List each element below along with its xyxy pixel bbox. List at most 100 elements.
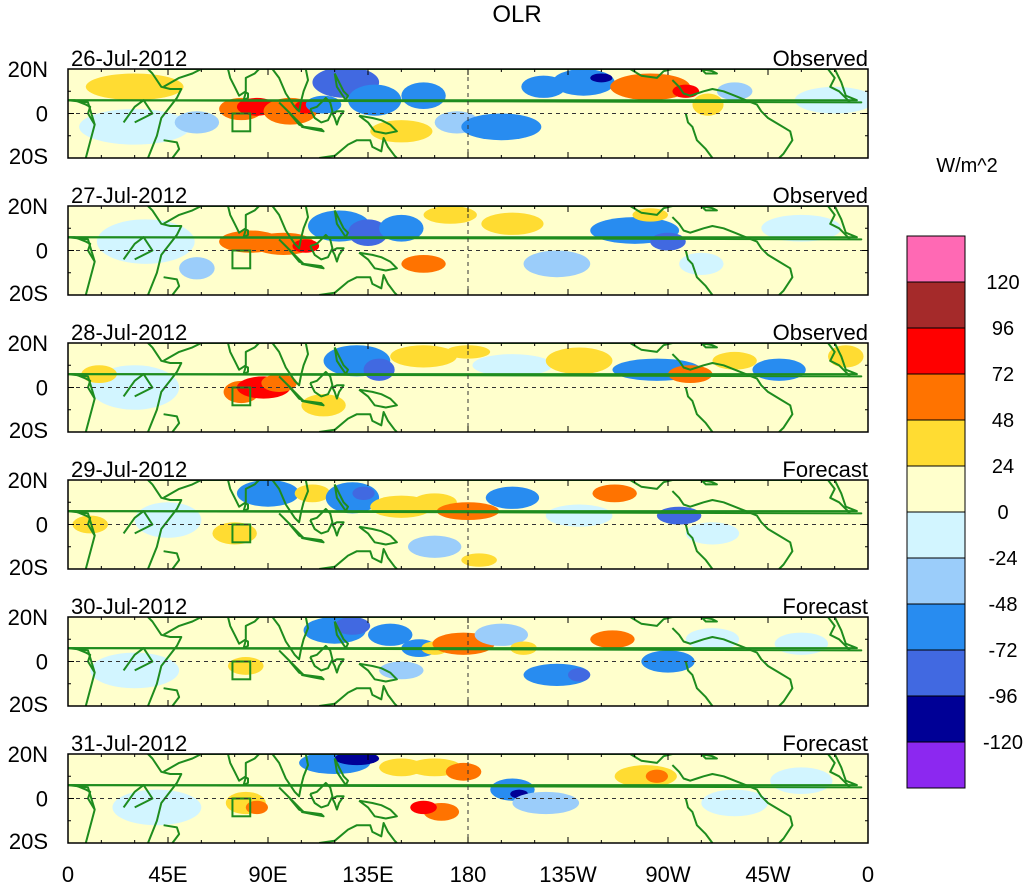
olr-anomaly-cell xyxy=(474,623,528,646)
coastline xyxy=(68,373,96,400)
coastline xyxy=(671,216,794,295)
y-tick-label: 0 xyxy=(36,239,48,264)
olr-anomaly-cell xyxy=(685,628,740,651)
x-tick-label: 0 xyxy=(62,862,74,887)
olr-anomaly-cell xyxy=(212,522,257,545)
olr-anomaly-cell xyxy=(552,69,615,96)
coastline xyxy=(629,343,673,353)
coastline xyxy=(68,510,96,537)
olr-anomaly-cell xyxy=(370,120,433,143)
y-tick-label: 0 xyxy=(36,102,48,127)
coastline xyxy=(700,754,718,760)
coastline xyxy=(301,399,325,407)
coastline xyxy=(684,387,714,432)
coastline xyxy=(671,490,794,569)
panel-status: Forecast xyxy=(782,731,868,756)
coastline xyxy=(163,343,202,362)
olr-anomaly-cell xyxy=(523,250,591,278)
reference-box xyxy=(231,112,252,133)
colorbar-swatch xyxy=(906,603,966,651)
olr-anomaly-cell xyxy=(174,111,220,134)
olr-anomaly-cell xyxy=(179,257,215,280)
olr-anomaly-cell xyxy=(461,113,542,141)
y-tick-label: 20N xyxy=(8,57,48,82)
coastline xyxy=(301,262,325,270)
coastline xyxy=(629,754,673,764)
coastline xyxy=(309,781,334,809)
colorbar-label: 24 xyxy=(992,456,1014,478)
colorbar-swatch xyxy=(906,695,966,743)
olr-anomaly-cell xyxy=(828,345,864,368)
olr-anomaly-cell xyxy=(645,769,669,783)
colorbar-swatch xyxy=(906,649,966,697)
y-tick-label: 20N xyxy=(8,194,48,219)
figure-title: OLR xyxy=(492,1,541,28)
panel-status: Observed xyxy=(773,320,868,345)
colorbar-swatch xyxy=(906,327,966,375)
coastline xyxy=(163,617,202,636)
colorbar-label: 48 xyxy=(992,410,1014,432)
coastline xyxy=(68,343,863,378)
coastline xyxy=(671,627,794,706)
panel-date: 29-Jul-2012 xyxy=(71,457,187,482)
olr-anomaly-cell xyxy=(294,484,331,503)
panel-date: 30-Jul-2012 xyxy=(71,594,187,619)
olr-anomaly-cell xyxy=(85,73,184,101)
olr-anomaly-cell xyxy=(485,486,540,509)
olr-anomaly-cell xyxy=(445,762,482,781)
coastline xyxy=(700,480,718,486)
colorbar-swatch xyxy=(906,465,966,513)
x-tick-label: 45W xyxy=(745,862,790,887)
coastline xyxy=(68,480,863,515)
colorbar: 120 96 72 48 24 0 -24 -48 -72 -96 -120 xyxy=(906,235,1023,789)
coastline xyxy=(358,662,398,683)
olr-anomaly-cell xyxy=(348,219,388,247)
panel-date: 28-Jul-2012 xyxy=(71,320,187,345)
olr-anomaly-cell xyxy=(692,93,724,116)
colorbar-label: 96 xyxy=(992,318,1014,340)
coastline xyxy=(684,113,714,158)
panel-status: Forecast xyxy=(782,594,868,619)
coastline xyxy=(318,548,398,569)
x-tick-label: 0 xyxy=(862,862,874,887)
coastline xyxy=(163,139,181,158)
olr-anomaly-cell xyxy=(568,668,591,682)
panels: 20N 0 20S 26-Jul-2012 Observed 20N 0 20S 27-Jul-… xyxy=(8,46,869,854)
coastline xyxy=(671,764,794,843)
coastline xyxy=(333,209,349,239)
coastline xyxy=(700,343,718,349)
coastline xyxy=(358,114,398,135)
x-tick-label: 135E xyxy=(342,862,393,887)
coastline xyxy=(225,480,309,524)
colorbar-swatch xyxy=(906,235,966,283)
coastline xyxy=(242,776,249,786)
olr-anomaly-cell xyxy=(472,354,553,377)
olr-anomaly-cell xyxy=(592,484,637,503)
x-axis: 0 45E 90E 135E 180 135W 90W 45W 0 xyxy=(62,862,874,887)
panel-date: 31-Jul-2012 xyxy=(71,731,187,756)
olr-anomaly-cell xyxy=(363,358,395,381)
olr-anomaly-cell xyxy=(716,82,753,101)
map-panel: 20N 0 20S 26-Jul-2012 Observed xyxy=(8,46,869,169)
olr-anomaly-cell xyxy=(334,617,371,635)
y-tick-label: 20S xyxy=(9,829,48,854)
coastline xyxy=(331,247,345,263)
colorbar-swatch xyxy=(906,373,966,421)
coastline xyxy=(68,617,863,652)
units-label: W/m^2 xyxy=(936,155,998,177)
colorbar-swatch xyxy=(906,741,966,789)
coastline xyxy=(242,365,249,375)
olr-anomaly-cell xyxy=(379,214,424,242)
coastline xyxy=(358,251,398,272)
y-tick-label: 20N xyxy=(8,742,48,767)
coastline xyxy=(333,758,349,787)
reference-box xyxy=(231,523,252,544)
coastline xyxy=(309,96,334,124)
coastline xyxy=(122,373,154,398)
coastline xyxy=(700,206,718,212)
panel-status: Forecast xyxy=(782,457,868,482)
coastline xyxy=(318,685,398,706)
colorbar-label: 0 xyxy=(997,502,1008,524)
coastline xyxy=(225,206,309,250)
coastline xyxy=(225,617,309,661)
